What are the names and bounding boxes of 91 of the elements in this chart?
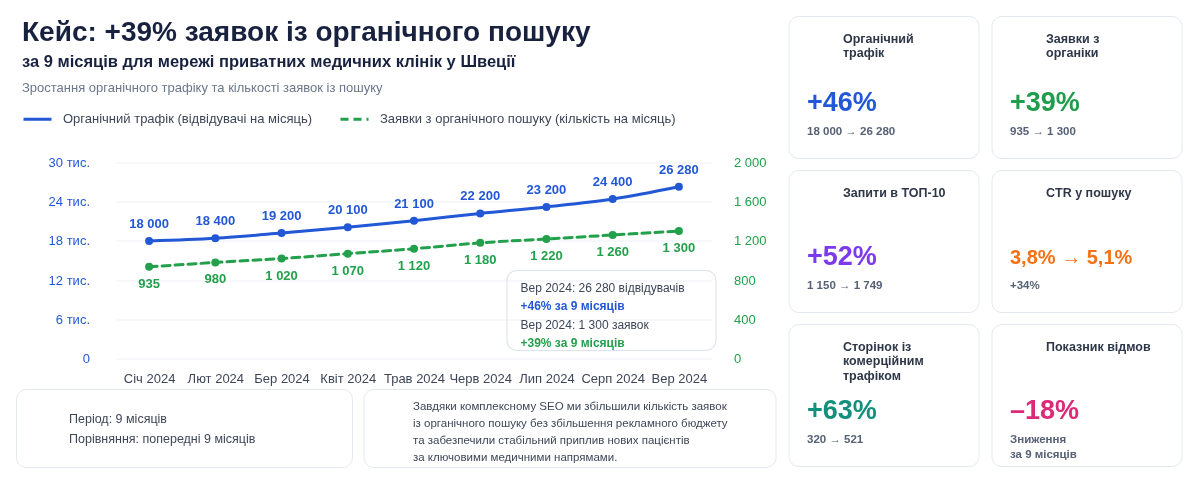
text: CTR у пошуку	[1046, 185, 1132, 200]
data-label: 1 220	[530, 247, 563, 263]
point	[410, 244, 418, 253]
text: та забезпечили стабільний приплив нових пацієнтів	[413, 433, 690, 446]
text: Завдяки комплексному SEO ми збільшили кількість заявок	[413, 399, 728, 412]
data-label: 1 120	[397, 257, 431, 273]
annotation: 18 000	[129, 215, 169, 231]
y2-tick-label: 0	[734, 351, 742, 366]
text: за ключовими медичними напрямами.	[413, 451, 618, 464]
point	[211, 258, 220, 267]
point	[542, 202, 551, 211]
x-tick-label: Вер 2024	[651, 371, 708, 386]
text: за 9 місяців	[1010, 447, 1077, 460]
point	[674, 227, 683, 236]
data-label: 935	[138, 275, 160, 291]
text: Органічний трафік	[843, 31, 914, 60]
annotation: 19 200	[261, 208, 302, 224]
y2-tick-label: 1 200	[734, 233, 767, 249]
annotation: 21 100	[394, 195, 434, 211]
text: –18%	[1010, 394, 1080, 425]
point	[608, 231, 617, 240]
text: із органічного пошуку без збільшення рекламного бюджету	[413, 416, 728, 429]
point	[608, 195, 617, 204]
data-label: 1 070	[331, 262, 365, 278]
y-tick-label: 24 тис.	[48, 194, 90, 210]
point	[145, 262, 154, 271]
point	[542, 234, 551, 243]
text: Кейс: +39% заявок із органічного пошуку	[22, 15, 591, 47]
point	[343, 223, 352, 232]
x-tick-label: Січ 2024	[123, 371, 176, 386]
y-tick-label: 6 тис.	[55, 311, 90, 327]
text: Сторінок із комерційним трафіком	[843, 339, 924, 383]
point	[277, 254, 286, 263]
text: за 9 місяців для мережі приватних медичних клінік у Швеції	[22, 51, 516, 70]
text: Заявки з органіки	[1046, 31, 1100, 60]
y-tick-label: 12 тис.	[48, 272, 90, 288]
annotation: +39% за 9 місяців	[520, 336, 625, 350]
annotation: 26 280	[659, 161, 699, 177]
annotation: 18 400	[195, 213, 236, 229]
y-tick-label: 30 тис.	[48, 155, 90, 170]
y2-tick-label: 800	[734, 272, 756, 288]
text: Період: 9 місяців	[69, 411, 168, 426]
data-label: 980	[204, 271, 227, 287]
text: Порівняння: попередні 9 місяців	[69, 431, 256, 446]
text: 18 000 → 26 280	[807, 124, 896, 137]
data-label: 1 300	[662, 240, 696, 256]
x-tick-label: Бер 2024	[254, 371, 310, 386]
legend-label: Органічний трафік (відвідувачі на місяць)	[63, 111, 312, 127]
data-label: 1 260	[596, 244, 629, 260]
y2-tick-label: 2 000	[734, 155, 767, 170]
x-tick-label: Лип 2024	[519, 371, 575, 386]
annotation: 20 100	[327, 202, 368, 218]
text: +39%	[1010, 86, 1080, 117]
annotation: +46% за 9 місяців	[520, 299, 625, 313]
point	[277, 229, 286, 238]
annotation: 24 400	[592, 174, 633, 190]
y2-tick-label: 1 600	[734, 194, 767, 210]
data-label: 1 020	[265, 267, 298, 283]
text: Зниження	[1010, 432, 1067, 445]
x-tick-label: Трав 2024	[383, 371, 446, 386]
x-tick-label: Лют 2024	[187, 371, 245, 386]
x-tick-label: Квіт 2024	[320, 371, 377, 386]
point	[145, 236, 154, 245]
text: Запити в ТОП-10	[843, 185, 946, 200]
point	[211, 234, 220, 243]
x-tick-label: Черв 2024	[449, 371, 512, 386]
y-tick-label: 0	[82, 351, 90, 366]
annotation: Вер 2024: 26 280 відвідувачів	[520, 280, 685, 295]
text: 320 → 521	[807, 432, 864, 445]
y2-tick-label: 400	[734, 311, 756, 327]
text: 1 150 → 1 749	[807, 278, 883, 291]
text: +34%	[1010, 278, 1040, 291]
text: Показник відмов	[1046, 339, 1151, 354]
annotation: Вер 2024: 1 300 заявок	[520, 317, 650, 332]
annotation: 23 200	[526, 181, 567, 197]
point	[410, 216, 418, 225]
y-tick-label: 18 тис.	[48, 233, 90, 249]
point	[674, 182, 683, 191]
point	[476, 209, 485, 218]
text: +46%	[807, 86, 877, 117]
point	[343, 249, 352, 258]
chart-title: Зростання органічного трафіку та кількості заявок із пошуку	[22, 79, 384, 95]
legend-label: Заявки з органічного пошуку (кількість на місяць)	[380, 111, 676, 127]
text: 935 → 1 300	[1010, 124, 1076, 137]
data-label: 1 180	[463, 251, 497, 267]
text: 3,8% → 5,1%	[1010, 245, 1133, 268]
text: +52%	[807, 240, 877, 271]
point	[476, 238, 485, 247]
x-tick-label: Серп 2024	[581, 371, 645, 386]
text: +63%	[807, 394, 877, 425]
annotation: 22 200	[460, 188, 501, 204]
